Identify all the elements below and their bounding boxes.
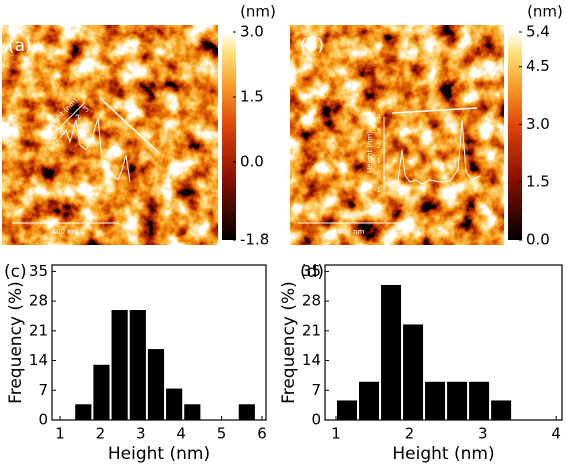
bar: [111, 310, 128, 420]
x-tick-label: 2: [96, 425, 106, 443]
panel-label: (c): [4, 262, 27, 282]
colorbar-unit: (nm): [527, 3, 563, 21]
x-tick-label: 5: [217, 425, 227, 443]
colorbar-tick-label: 0.0: [240, 153, 264, 171]
bar: [403, 324, 424, 420]
y-tick-label: 28: [302, 292, 321, 310]
x-tick-label: 4: [551, 425, 561, 443]
inset-tick-label: 3: [377, 128, 381, 136]
bar: [491, 400, 512, 420]
bar: [337, 400, 358, 420]
inset-tick-label: 0: [59, 128, 68, 137]
y-tick-label: 21: [302, 321, 321, 339]
scale-bar-label: 400 nm: [338, 228, 365, 236]
inset-tick-label: -1: [50, 135, 61, 146]
inset-tick-label: 2: [74, 113, 83, 122]
x-tick-label: 3: [478, 425, 488, 443]
y-axis-label: Frequency (%): [6, 281, 26, 404]
y-tick-label: 7: [38, 381, 48, 399]
bar: [93, 364, 110, 420]
bar: [184, 404, 201, 420]
y-tick-label: 14: [29, 351, 48, 369]
colorbar-tick-label: 5.4: [526, 23, 550, 41]
colorbar-tick-label: 3.0: [240, 23, 264, 41]
bar: [425, 381, 446, 420]
inset-axis-label: Height (nm): [366, 131, 374, 173]
y-tick-label: 35: [302, 262, 321, 280]
bar: [359, 381, 380, 420]
afm-image-b: [290, 25, 504, 245]
inset-tick-label: 2: [377, 142, 381, 150]
bar: [129, 310, 146, 420]
colorbar-tick-label: 1.5: [526, 173, 550, 191]
inset-tick-label: 4: [377, 113, 382, 121]
inset-tick-label: 1: [66, 121, 75, 130]
y-tick-label: 0: [38, 411, 48, 429]
x-tick-label: 4: [176, 425, 186, 443]
colorbar-tick-label: 1.5: [240, 88, 264, 106]
colorbar-tick-label: 3.0: [526, 115, 550, 133]
profile-line: [99, 97, 159, 153]
panel-label: (d): [300, 262, 324, 282]
bar: [469, 381, 490, 420]
colorbar-unit: (nm): [240, 3, 276, 21]
y-tick-label: 14: [302, 351, 321, 369]
x-axis-label: Height (nm): [108, 444, 210, 464]
panel-label: (b): [300, 36, 324, 56]
x-tick-label: 6: [257, 425, 267, 443]
bar: [75, 404, 92, 420]
colorbar-b: [508, 32, 522, 240]
inset-axis-line: [49, 101, 86, 139]
inset-tick-label: 3: [82, 105, 91, 114]
profile-trace: [387, 119, 481, 186]
y-tick-label: 21: [29, 321, 48, 339]
y-tick-label: 35: [29, 262, 48, 280]
profile-line: [391, 107, 478, 114]
bar: [238, 404, 255, 420]
colorbar-a: [222, 32, 236, 240]
inset-tick-label: 0: [377, 171, 381, 179]
inset-tick-label: -1: [374, 186, 381, 194]
y-tick-label: 0: [311, 411, 321, 429]
bar: [447, 381, 468, 420]
y-tick-label: 7: [311, 381, 321, 399]
profile-trace: [59, 117, 131, 183]
colorbar-tick-label: 4.5: [526, 57, 550, 75]
y-tick-label: 28: [29, 292, 48, 310]
x-tick-label: 3: [136, 425, 146, 443]
colorbar-tick-label: 0.0: [526, 231, 550, 249]
colorbar-tick-label: -1.8: [240, 231, 269, 249]
plot-frame: [51, 264, 267, 421]
x-axis-label: Height (nm): [392, 444, 494, 464]
x-tick-label: 2: [405, 425, 415, 443]
afm-image-a: [2, 25, 218, 245]
inset-tick-label: 1: [377, 157, 381, 165]
panel-label: (a): [8, 36, 32, 56]
bar: [381, 284, 402, 420]
y-axis-label: Frequency (%): [279, 281, 299, 404]
x-tick-label: 1: [331, 425, 341, 443]
plot-frame: [324, 264, 563, 421]
x-tick-label: 1: [55, 425, 65, 443]
bar: [166, 388, 183, 420]
bar: [147, 349, 165, 420]
scale-bar-label: 400 nm: [52, 228, 79, 236]
